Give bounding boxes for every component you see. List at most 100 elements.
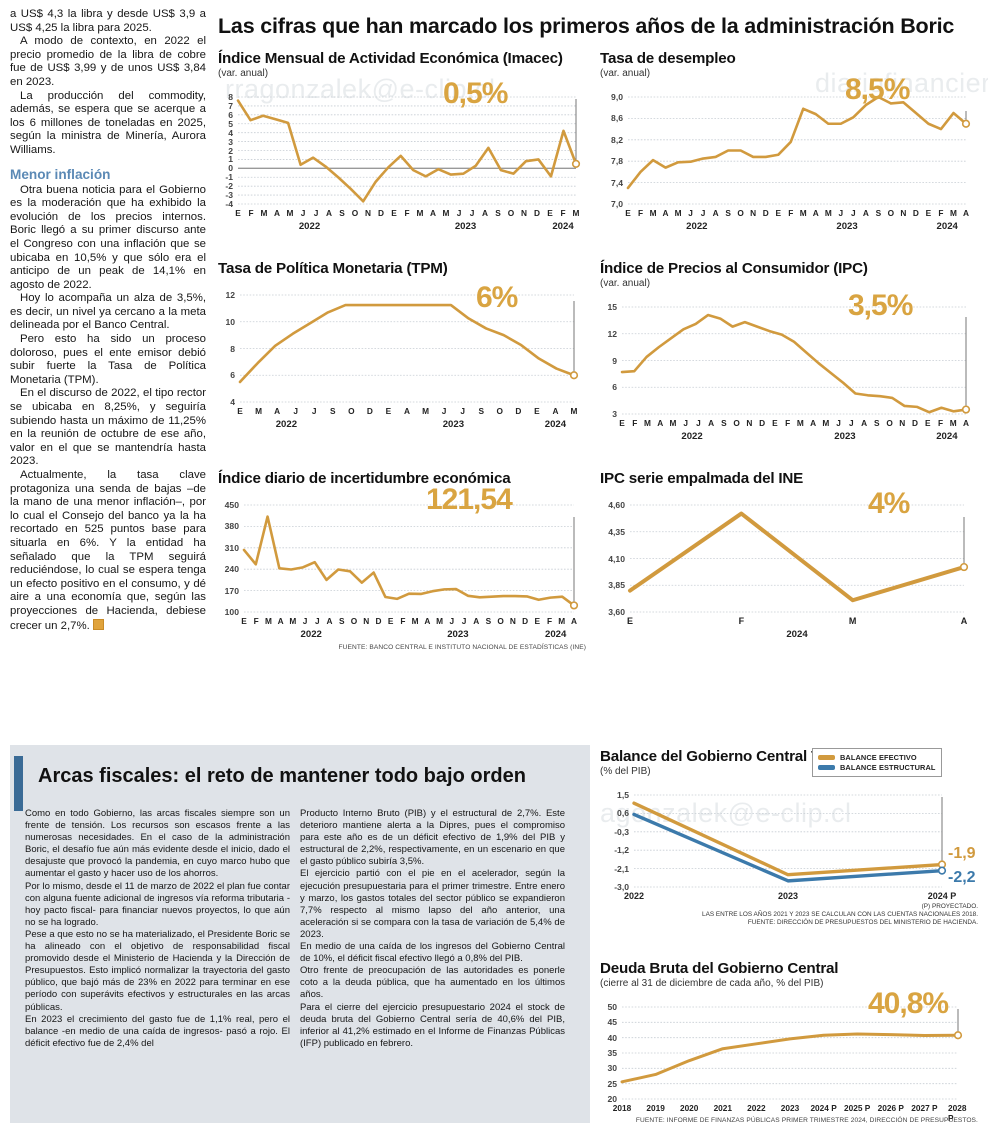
x-tick-label: J (700, 208, 706, 218)
x-tick-label: E (387, 616, 394, 626)
x-tick-label: F (738, 616, 745, 626)
chart-title: Deuda Bruta del Gobierno Central (600, 960, 839, 977)
x-tick-label: D (375, 616, 382, 626)
chart-line (626, 95, 968, 190)
x-tick-label: M (644, 418, 651, 428)
x-tick-label: J (441, 406, 447, 416)
x-tick-label: M (649, 208, 657, 218)
year-label: 2024 (786, 629, 808, 640)
chart-title: Balance del Gobierno Central Total (600, 748, 846, 765)
x-tick-label: N (900, 208, 907, 218)
y-tick-label: 0,6 (617, 808, 629, 819)
article-paragraph-last: Actualmente, la tasa clave protagoniza u… (10, 469, 206, 632)
x-tick-label: F (632, 418, 638, 428)
x-tick-label: A (326, 616, 333, 626)
bottom-article-paragraph: En medio de una caída de los ingresos de… (300, 941, 565, 965)
accent-bar (14, 756, 23, 811)
x-tick-label: O (507, 208, 515, 218)
x-tick-label: S (875, 208, 882, 218)
series-end-label: -2,2 (948, 868, 976, 886)
x-tick-label: D (762, 208, 769, 218)
chart-incertidumbre: Índice diario de incertidumbre económica… (218, 470, 586, 651)
x-tick-label: E (619, 418, 625, 428)
x-tick-label: S (338, 616, 345, 626)
article-paragraph: La producción del commodity, además, se … (10, 89, 206, 156)
y-tick-label: 40 (607, 1032, 617, 1043)
x-tick-label: F (637, 208, 644, 218)
year-label: 2023 (442, 419, 465, 430)
x-tick-label: J (302, 616, 308, 626)
x-tick-label: M (416, 208, 424, 218)
chart-svg (628, 504, 969, 613)
y-tick-label: 4,35 (608, 526, 625, 537)
x-axis-year-labels: 2022 2023 2024 (600, 431, 978, 444)
y-tick-label: 8,6 (611, 113, 623, 124)
chart-plot-area: 3,60 3,85 4,10 4,35 4,60 4% (600, 487, 978, 617)
x-tick-label: J (449, 616, 455, 626)
chart-source: FUENTE: INFORME DE FINANZAS PÚBLICAS PRI… (635, 1117, 978, 1124)
x-tick-label: M (848, 616, 857, 626)
x-tick-label: J (469, 208, 475, 218)
chart-subtitle: (var. anual) (600, 68, 651, 79)
x-tick-label: S (329, 406, 336, 416)
chart-end-point (959, 562, 969, 572)
chart-plot-area: -4 -3 -2 -1 0 1 2 3 4 5 6 7 8 0,5% (218, 77, 586, 209)
chart-line (632, 812, 944, 883)
x-tick-label: O (496, 406, 503, 416)
chart-title: Tasa de Política Monetaria (TPM) (218, 260, 448, 277)
y-tick-label: 12 (225, 290, 235, 300)
x-tick-label: M (264, 616, 272, 626)
x-tick-label: 2019 (646, 1103, 665, 1113)
chart-highlight-value: 40,8% (868, 987, 949, 1020)
x-tick-label: A (274, 208, 280, 218)
year-label: 2022 (298, 221, 321, 232)
x-axis-year-labels: 2022 2023 2024 (218, 419, 586, 432)
chart-end-point (937, 866, 947, 875)
x-tick-label: F (400, 616, 406, 626)
x-tick-label: 2024 P (810, 1103, 837, 1113)
y-tick-label: 3 (612, 409, 617, 419)
chart-note: (P) PROYECTADO. (921, 903, 978, 910)
x-tick-label: E (626, 616, 634, 626)
y-tick-label: 50 (607, 1002, 617, 1012)
year-label: 2023 (836, 221, 858, 232)
x-tick-label: M (558, 616, 566, 626)
y-tick-label: 8 (228, 92, 233, 102)
y-tick-label: 4,60 (608, 500, 625, 510)
x-tick-label: D (378, 208, 384, 218)
chart-title: Índice de Precios al Consumidor (IPC) (600, 260, 868, 277)
x-tick-label: M (286, 208, 294, 218)
x-tick-label: 2022 (747, 1103, 766, 1113)
x-tick-label: 2025 P (844, 1103, 871, 1113)
bottom-column-right: Producto Interno Bruto (PIB) y el estruc… (300, 808, 565, 1050)
x-tick-label: E (237, 406, 243, 416)
x-tick-label: E (385, 406, 392, 416)
x-tick-label: 2028 P (948, 1103, 967, 1123)
bottom-article-paragraph: En 2023 el crecimiento del gasto fue de … (25, 1013, 290, 1049)
x-tick-label: N (750, 208, 757, 218)
y-tick-label: 380 (224, 521, 239, 532)
x-tick-label: A (424, 616, 431, 626)
y-tick-label: 0 (228, 163, 233, 174)
y-tick-label: -2 (225, 181, 233, 192)
chart-end-point (571, 159, 581, 168)
x-tick-label: F (560, 208, 566, 218)
x-tick-label: O (351, 208, 359, 218)
legend-label: BALANCE ESTRUCTURAL (840, 763, 936, 772)
bottom-article-paragraph: Producto Interno Bruto (PIB) y el estruc… (300, 808, 565, 868)
chart-highlight-value: 3,5% (848, 289, 913, 322)
year-label: 2023 (447, 629, 469, 640)
y-tick-label: 20 (607, 1094, 617, 1104)
x-tick-label: M (949, 418, 957, 428)
x-tick-label: E (775, 208, 781, 218)
page-headline: Las cifras que han marcado los primeros … (218, 14, 955, 38)
chart-title: Índice diario de incertidumbre económica (218, 470, 511, 487)
year-label: 2024 (544, 629, 567, 640)
legend-swatch (818, 755, 835, 760)
year-label: 2023 (454, 221, 477, 232)
x-tick-label: M (289, 616, 297, 626)
year-label: 2022 (300, 629, 322, 640)
bottom-article-paragraph: Para el cierre del ejercicio presupuesta… (300, 1001, 565, 1049)
y-tick-label: 3,85 (608, 580, 625, 591)
y-tick-label: 35 (607, 1048, 617, 1058)
